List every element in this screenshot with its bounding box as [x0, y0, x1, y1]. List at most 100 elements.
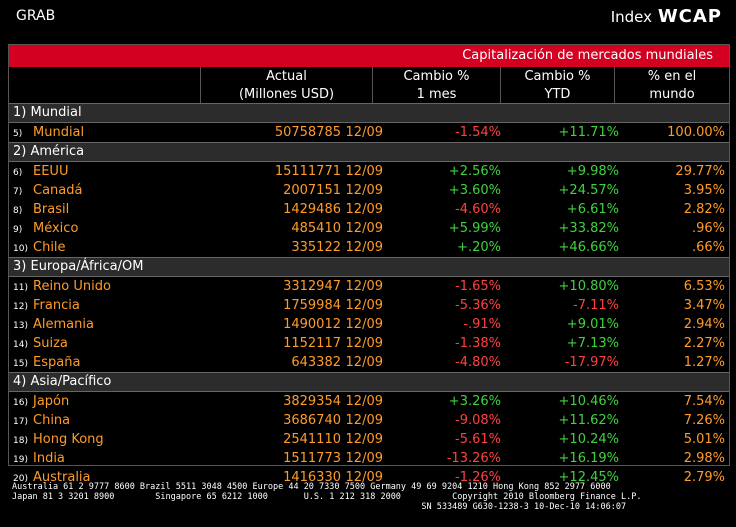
change-ytd: +10.24%: [558, 432, 619, 447]
market-cap-value: 1490012: [283, 317, 341, 332]
value-date: 12/09: [345, 432, 383, 447]
change-1m: -13.26%: [446, 451, 501, 466]
market-name: Mundial: [33, 125, 85, 140]
header-cambio-ytd[interactable]: Cambio % YTD: [501, 67, 615, 103]
table-row[interactable]: 6) EEUU 15111771 12/09 +2.56% +9.98% 29.77%: [9, 162, 729, 181]
market-cap-value: 1416330: [283, 470, 341, 485]
market-name: Suiza: [33, 336, 68, 351]
header-actual[interactable]: Actual (Millones USD): [201, 67, 373, 103]
market-cap-value: 15111771: [274, 164, 341, 179]
change-ytd: +11.62%: [558, 413, 619, 428]
section-header[interactable]: 3) Europa/África/OM: [9, 257, 729, 277]
market-cap-value: 50758785: [274, 125, 341, 140]
value-date: 12/09: [345, 470, 383, 485]
market-name: México: [33, 221, 79, 236]
row-index: 11): [13, 283, 28, 293]
header-cambio-ytd-label: Cambio %: [524, 69, 591, 84]
grab-label[interactable]: GRAB: [16, 8, 56, 24]
market-cap-value: 643382: [291, 355, 341, 370]
value-date: 12/09: [345, 240, 383, 255]
row-index: 10): [13, 244, 28, 254]
section-header[interactable]: 4) Asia/Pacífico: [9, 372, 729, 392]
change-ytd: +33.82%: [558, 221, 619, 236]
table-row[interactable]: 16) Japón 3829354 12/09 +3.26% +10.46% 7.54%: [9, 392, 729, 411]
market-name: Chile: [33, 240, 66, 255]
change-ytd: -17.97%: [564, 355, 619, 370]
section-header[interactable]: 1) Mundial: [9, 103, 729, 123]
table-row[interactable]: 9) México 485410 12/09 +5.99% +33.82% .96%: [9, 219, 729, 238]
market-cap-value: 1152117: [283, 336, 341, 351]
row-index: 7): [13, 187, 23, 197]
market-cap-value: 3686740: [283, 413, 341, 428]
change-1m: +3.60%: [448, 183, 501, 198]
table-row[interactable]: 14) Suiza 1152117 12/09 -1.38% +7.13% 2.27%: [9, 334, 729, 353]
market-cap-value: 1511773: [283, 451, 341, 466]
pct-world: 2.27%: [683, 336, 725, 351]
market-cap-panel: Capitalización de mercados mundiales Act…: [8, 44, 730, 485]
pct-world: 2.82%: [683, 202, 725, 217]
market-cap-value: 2541110: [283, 432, 341, 447]
table-row[interactable]: 15) España 643382 12/09 -4.80% -17.97% 1.27%: [9, 353, 729, 372]
change-1m: +3.26%: [448, 394, 501, 409]
market-name: Francia: [33, 298, 80, 313]
change-1m: +2.56%: [448, 164, 501, 179]
section-label: 4) Asia/Pacífico: [13, 374, 112, 389]
market-name: China: [33, 413, 71, 428]
table-row[interactable]: 10) Chile 335122 12/09 +.20% +46.66% .66%: [9, 238, 729, 257]
pct-world: 29.77%: [675, 164, 725, 179]
index-label: Index: [610, 8, 652, 26]
header-cambio-1m-sub: 1 mes: [416, 87, 457, 102]
footer-contacts: Australia 61 2 9777 8600 Brazil 5511 304…: [12, 482, 724, 512]
table-row[interactable]: 11) Reino Unido 3312947 12/09 -1.65% +10.80% 6…: [9, 277, 729, 296]
table-row[interactable]: 19) India 1511773 12/09 -13.26% +16.19% 2.98%: [9, 449, 729, 468]
market-name: España: [33, 355, 81, 370]
change-1m: -4.80%: [455, 355, 501, 370]
table-row[interactable]: 20) Australia 1416330 12/09 -1.26% +12.45% 2.7…: [9, 468, 729, 487]
pct-world: 100.00%: [667, 125, 725, 140]
row-index: 8): [13, 206, 23, 216]
function-code[interactable]: WCAP: [657, 6, 722, 27]
change-1m: -1.26%: [455, 470, 501, 485]
header-pct-sub: mundo: [649, 87, 695, 102]
market-name: Brasil: [33, 202, 70, 217]
pct-world: 2.79%: [683, 470, 725, 485]
header-cambio-ytd-sub: YTD: [544, 87, 571, 102]
market-name: Japón: [33, 394, 70, 409]
market-name: India: [33, 451, 65, 466]
change-1m: -4.60%: [455, 202, 501, 217]
table-row[interactable]: 8) Brasil 1429486 12/09 -4.60% +6.61% 2.82%: [9, 200, 729, 219]
header-pct-label: % en el: [647, 69, 697, 84]
table-row[interactable]: 17) China 3686740 12/09 -9.08% +11.62% 7.26%: [9, 411, 729, 430]
row-index: 20): [13, 474, 28, 484]
market-cap-value: 3829354: [283, 394, 341, 409]
table-row[interactable]: 12) Francia 1759984 12/09 -5.36% -7.11% 3.47%: [9, 296, 729, 315]
header-cambio-1m[interactable]: Cambio % 1 mes: [373, 67, 501, 103]
table-row[interactable]: 18) Hong Kong 2541110 12/09 -5.61% +10.24% 5.0…: [9, 430, 729, 449]
value-date: 12/09: [345, 317, 383, 332]
pct-world: 7.26%: [683, 413, 725, 428]
row-index: 9): [13, 225, 23, 235]
panel-title: Capitalización de mercados mundiales: [9, 45, 729, 67]
market-cap-value: 335122: [291, 240, 341, 255]
value-date: 12/09: [345, 451, 383, 466]
change-1m: -1.54%: [455, 125, 501, 140]
row-index: 13): [13, 321, 28, 331]
pct-world: 6.53%: [683, 279, 725, 294]
market-name: Australia: [33, 470, 91, 485]
header-pct-world[interactable]: % en el mundo: [615, 67, 729, 103]
table-row[interactable]: 7) Canadá 2007151 12/09 +3.60% +24.57% 3.95%: [9, 181, 729, 200]
table-row[interactable]: 5) Mundial 50758785 12/09 -1.54% +11.71% 100.0…: [9, 123, 729, 142]
table-row[interactable]: 13) Alemania 1490012 12/09 -.91% +9.01% 2.94%: [9, 315, 729, 334]
pct-world: 2.98%: [683, 451, 725, 466]
row-index: 5): [13, 129, 23, 139]
value-date: 12/09: [345, 183, 383, 198]
market-cap-value: 1429486: [283, 202, 341, 217]
change-ytd: +11.71%: [558, 125, 619, 140]
section-header[interactable]: 2) América: [9, 142, 729, 162]
change-1m: +5.99%: [448, 221, 501, 236]
header-cambio-1m-label: Cambio %: [403, 69, 470, 84]
row-index: 19): [13, 455, 28, 465]
change-1m: -1.38%: [455, 336, 501, 351]
pct-world: 5.01%: [683, 432, 725, 447]
market-name: Hong Kong: [33, 432, 104, 447]
